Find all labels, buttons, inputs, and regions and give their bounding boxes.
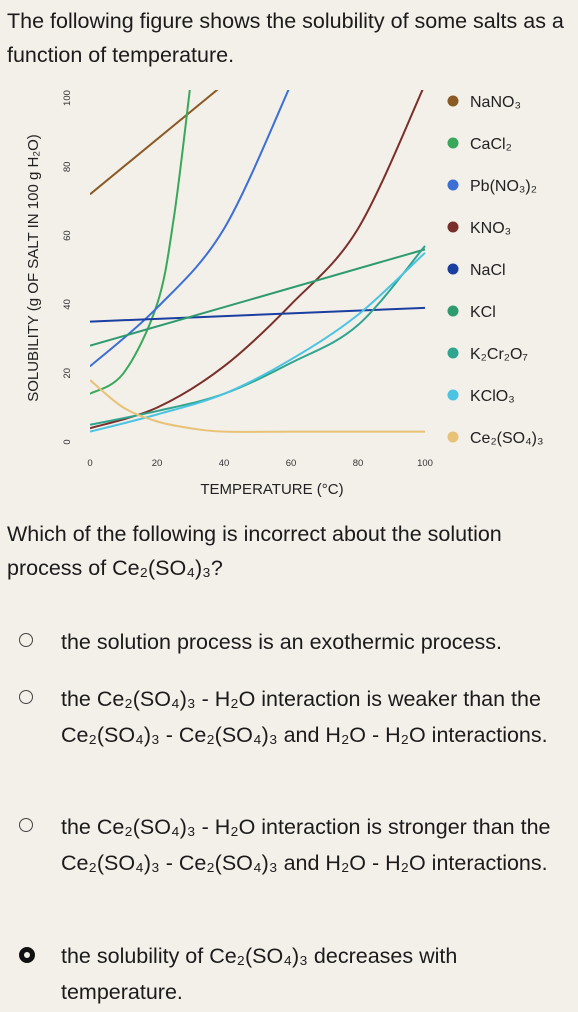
y-axis-label: SOLUBILITY (g OF SALT IN 100 g H₂O) <box>25 134 42 402</box>
series-line-kclo <box>90 252 426 433</box>
series-line-kcl <box>90 248 426 347</box>
legend-label: NaNO₃ <box>470 94 521 111</box>
y-tick-label: 60 <box>62 230 73 241</box>
x-tick-label: 100 <box>417 458 433 469</box>
radio-button[interactable] <box>19 633 33 647</box>
x-tick-label: 80 <box>353 458 364 469</box>
x-tick-label: 40 <box>219 458 230 469</box>
legend-marker <box>447 263 459 275</box>
question-intro: The following figure shows the solubilit… <box>7 9 564 67</box>
question-prompt: Which of the following is incorrect abou… <box>7 522 502 580</box>
series-line-kno <box>90 90 424 430</box>
y-tick-label: 20 <box>62 368 73 379</box>
legend-marker <box>447 389 459 401</box>
option-label: the Ce₂(SO₄)₃ - H₂O interaction is stron… <box>61 815 551 875</box>
option-label: the solution process is an exothermic pr… <box>61 630 502 654</box>
legend-marker <box>447 221 459 233</box>
legend-marker <box>447 431 459 443</box>
y-tick-label: 100 <box>62 90 73 106</box>
series-line-pbno <box>90 90 290 368</box>
legend-marker <box>447 137 459 149</box>
series-line-nacl <box>90 306 426 323</box>
radio-button-selected[interactable] <box>19 947 35 963</box>
legend-label: KClO₃ <box>470 388 515 405</box>
series-line-ceso <box>90 379 425 433</box>
legend-marker <box>447 305 459 317</box>
x-axis-label: TEMPERATURE (°C) <box>200 481 343 498</box>
series-line-kcro <box>90 245 426 426</box>
series-line-cacl <box>90 90 191 395</box>
radio-button[interactable] <box>19 690 33 704</box>
solubility-chart-svg: 0 20 40 60 80 100 0 20 40 60 80 100 SOLUBILITY (g OF… <box>25 90 543 498</box>
legend-label: KCl <box>470 304 496 321</box>
y-tick-label: 40 <box>62 299 73 310</box>
legend-label: Pb(NO₃)₂ <box>470 178 537 195</box>
solubility-chart: 0 20 40 60 80 100 0 20 40 60 80 100 SOLUBILITY (g OF… <box>0 80 578 510</box>
series-line-nano <box>90 90 219 196</box>
option-label: the Ce₂(SO₄)₃ - H₂O interaction is weake… <box>61 687 548 747</box>
y-tick-label: 80 <box>62 162 73 173</box>
x-tick-label: 0 <box>87 458 92 469</box>
legend-label: NaCl <box>470 262 506 279</box>
legend-marker <box>447 179 459 191</box>
option-label: the solubility of Ce₂(SO₄)₃ decreases wi… <box>61 944 458 1004</box>
x-tick-label: 20 <box>152 458 163 469</box>
legend-label: K₂Cr₂O₇ <box>470 346 528 363</box>
y-tick-label: 0 <box>62 439 73 444</box>
legend-marker <box>447 95 459 107</box>
radio-button[interactable] <box>19 818 33 832</box>
x-tick-label: 60 <box>286 458 297 469</box>
legend-label: Ce₂(SO₄)₃ <box>470 430 543 447</box>
legend-label: KNO₃ <box>470 220 511 237</box>
legend-label: CaCl₂ <box>470 136 512 153</box>
legend-marker <box>447 347 459 359</box>
